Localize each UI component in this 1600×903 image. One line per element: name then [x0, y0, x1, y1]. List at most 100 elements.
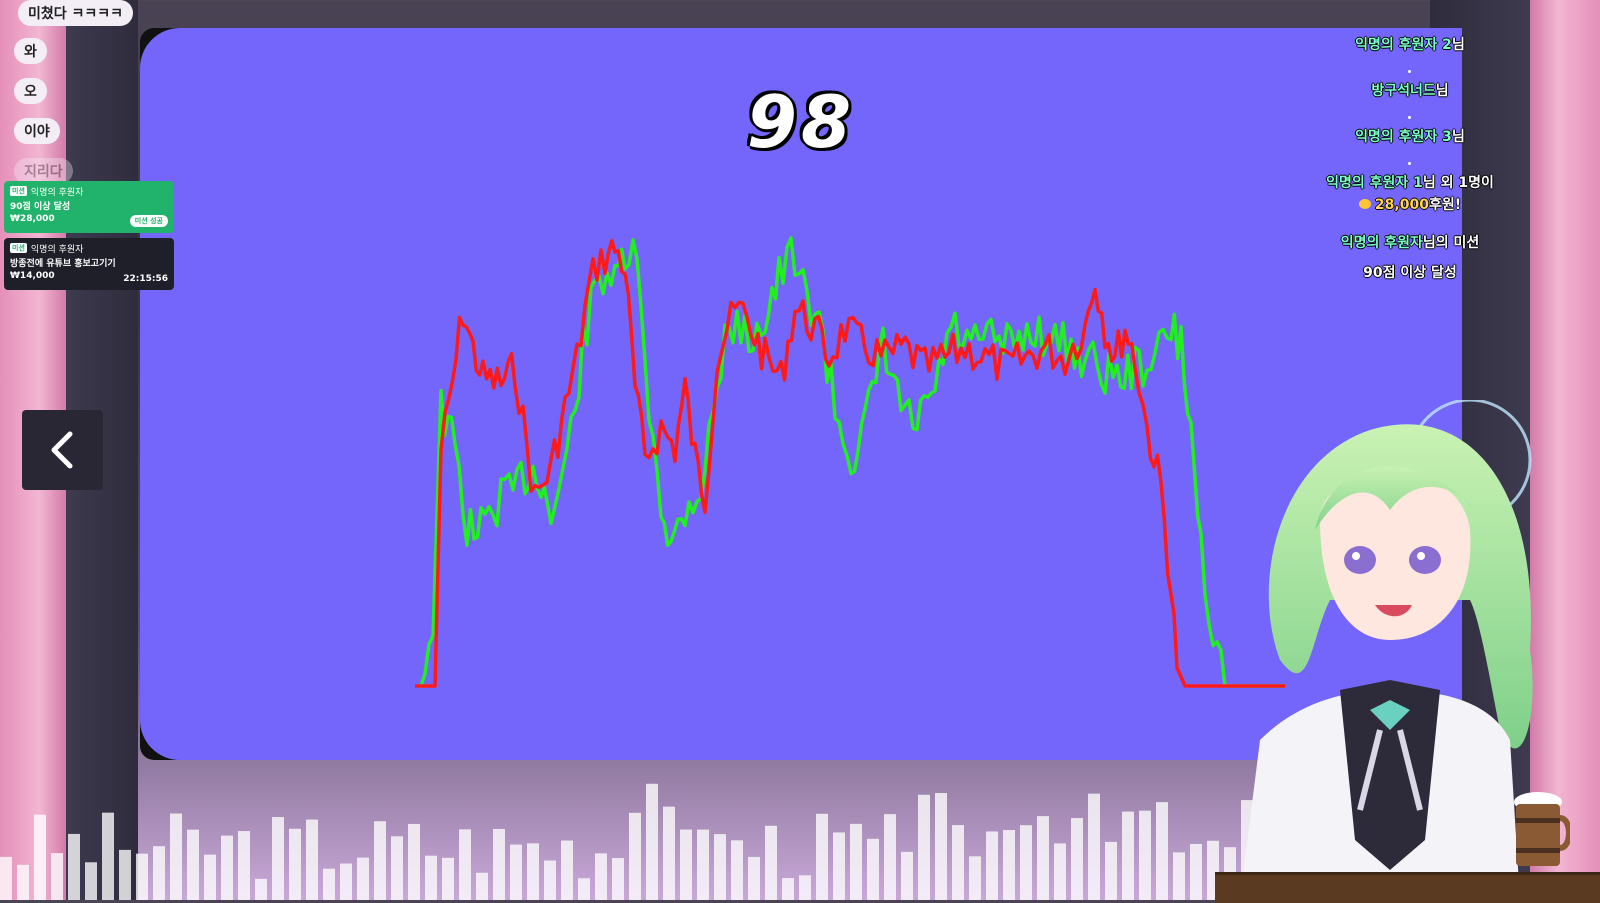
mission-amount: ₩28,000 — [10, 214, 55, 224]
chat-bubble: 오 — [14, 78, 47, 104]
equalizer-bar — [714, 834, 726, 900]
equalizer-bar — [170, 813, 182, 900]
equalizer-bar — [1139, 810, 1151, 900]
equalizer-bar — [935, 793, 947, 900]
equalizer-bar — [255, 878, 267, 900]
score-display: 98 — [746, 80, 856, 164]
mission-card-completed[interactable]: 미션 익명의 후원자 90점 이상 달성 ₩28,000 미션 성공 — [4, 181, 174, 233]
separator-dot — [1408, 116, 1411, 119]
equalizer-bar — [544, 860, 556, 900]
chat-bubble: 와 — [14, 38, 47, 64]
equalizer-bar — [340, 863, 352, 900]
right-pink-pillar — [1530, 0, 1600, 900]
donor-suffix: 님 외 1명이 — [1422, 175, 1494, 191]
equalizer-bar — [476, 872, 488, 900]
equalizer-bar — [561, 840, 573, 900]
equalizer-bar — [272, 817, 284, 900]
equalizer-bar — [833, 832, 845, 900]
equalizer-bar — [357, 857, 369, 900]
mission-amount: ₩14,000 — [10, 271, 55, 281]
equalizer-bar — [1020, 825, 1032, 900]
equalizer-bar — [612, 858, 624, 900]
equalizer-bar — [680, 829, 692, 900]
equalizer-bar — [442, 857, 454, 900]
chat-bubble: 이야 — [14, 118, 60, 144]
equalizer-bar — [901, 851, 913, 900]
equalizer-bar — [51, 853, 63, 900]
equalizer-bar — [816, 813, 828, 900]
donor-suffix: 님 — [1451, 37, 1465, 53]
equalizer-bar — [918, 794, 930, 900]
chevron-left-icon — [51, 431, 72, 469]
audio-equalizer — [0, 783, 1270, 900]
equalizer-bar — [578, 878, 590, 900]
equalizer-bar — [391, 836, 403, 900]
equalizer-bar — [238, 831, 250, 900]
pitch-graph — [415, 236, 1285, 688]
chat-bubble: 미쳤다 ㅋㅋㅋㅋ — [18, 0, 134, 26]
chat-bubble: 지리다 — [14, 158, 73, 184]
equalizer-bar — [663, 806, 675, 900]
equalizer-bar — [1173, 852, 1185, 900]
equalizer-bar — [425, 855, 437, 900]
donation-suffix: 후원! — [1428, 197, 1462, 213]
vtuber-avatar — [1240, 400, 1533, 900]
equalizer-bar — [459, 829, 471, 900]
mission-donor: 익명의 후원자 — [30, 187, 84, 198]
reference-pitch-line — [415, 239, 1285, 688]
mission-status-badge: 미션 성공 — [129, 215, 168, 227]
equalizer-bar — [1054, 843, 1066, 900]
equalizer-bar — [952, 825, 964, 900]
equalizer-bar — [68, 833, 80, 900]
separator-dot — [1408, 70, 1411, 73]
equalizer-bar — [1190, 843, 1202, 900]
equalizer-bar — [306, 819, 318, 900]
equalizer-bar — [17, 864, 29, 900]
donor-suffix: 님 — [1451, 129, 1465, 145]
equalizer-bar — [1037, 816, 1049, 900]
equalizer-bar — [629, 812, 641, 900]
donor-name: 익명의 후원자 2 — [1355, 37, 1452, 53]
equalizer-bar — [0, 856, 12, 900]
separator-dot — [1408, 162, 1411, 165]
equalizer-bar — [595, 853, 607, 900]
mission-card-active[interactable]: 미션 익명의 후원자 방종전에 유튜브 홍보고기기 ₩14,000 22:15:… — [4, 238, 174, 290]
equalizer-bar — [1122, 811, 1134, 900]
wooden-mug-icon — [1514, 792, 1570, 866]
equalizer-bar — [731, 840, 743, 900]
donor-name: 익명의 후원자 1 — [1326, 175, 1423, 191]
donor-suffix: 님의 미션 — [1422, 235, 1480, 251]
mission-timer: 22:15:56 — [123, 274, 168, 284]
equalizer-bar — [408, 823, 420, 900]
equalizer-bar — [782, 878, 794, 900]
equalizer-bar — [884, 814, 896, 900]
coin-icon — [1358, 199, 1371, 209]
equalizer-bar — [204, 854, 216, 900]
equalizer-bar — [1088, 793, 1100, 900]
equalizer-bar — [153, 846, 165, 900]
equalizer-bar — [799, 875, 811, 900]
equalizer-bar — [850, 823, 862, 900]
mission-donor: 익명의 후원자 — [30, 244, 84, 255]
equalizer-bar — [493, 828, 505, 900]
singer-pitch-line — [419, 236, 1285, 688]
mission-title: 90점 이상 달성 — [10, 201, 71, 212]
equalizer-bar — [323, 868, 335, 900]
equalizer-bar — [136, 853, 148, 900]
equalizer-bar — [119, 849, 131, 900]
equalizer-bar — [34, 814, 46, 900]
equalizer-bar — [85, 862, 97, 900]
equalizer-bar — [527, 843, 539, 900]
equalizer-bar — [867, 838, 879, 900]
back-button[interactable] — [22, 410, 103, 490]
equalizer-bar — [1071, 818, 1083, 900]
donor-suffix: 님 — [1435, 83, 1449, 99]
equalizer-bar — [102, 812, 114, 900]
donation-amount: 28,000 — [1374, 197, 1429, 213]
donor-name: 익명의 후원자 — [1340, 235, 1423, 251]
equalizer-bar — [1105, 841, 1117, 900]
equalizer-bar — [187, 829, 199, 900]
equalizer-bar — [969, 856, 981, 900]
equalizer-bar — [748, 856, 760, 900]
equalizer-bar — [510, 844, 522, 900]
